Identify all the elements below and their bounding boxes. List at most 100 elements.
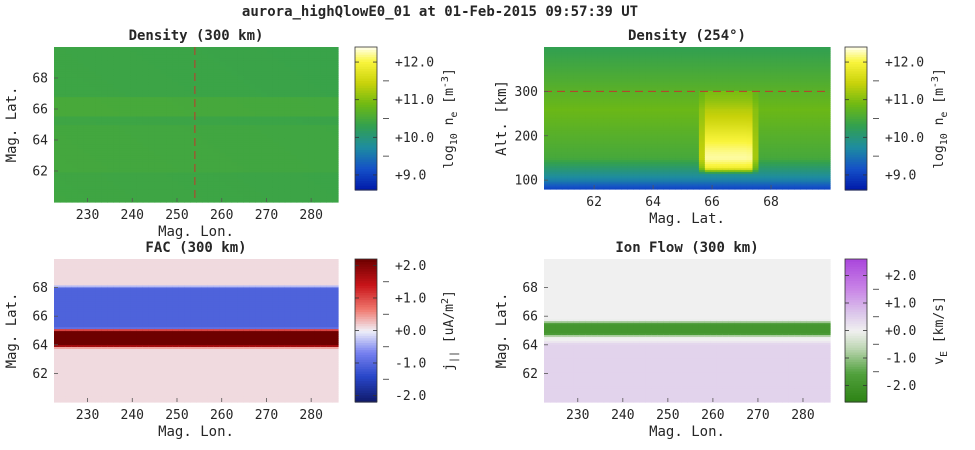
heatmap-cell <box>83 77 91 80</box>
heatmap-cell <box>54 55 61 59</box>
heatmap-cell <box>332 156 339 160</box>
heatmap-cell <box>148 98 156 102</box>
heatmap-cell <box>113 163 120 166</box>
heatmap-cell <box>125 124 132 128</box>
heatmap-cell <box>302 62 310 65</box>
heatmap-cell <box>332 98 339 102</box>
heatmap-cell <box>326 72 333 76</box>
heatmap-cell <box>237 79 244 83</box>
colorbar-segment <box>355 130 377 134</box>
colorbar-segment <box>355 149 377 153</box>
colorbar-label-part: -3 <box>440 76 451 88</box>
heatmap-cell <box>89 128 97 132</box>
heatmap-cell <box>213 62 221 65</box>
heatmap-cell <box>320 148 327 151</box>
heatmap-cell <box>172 150 179 154</box>
heatmap-cell <box>148 169 156 173</box>
heatmap-cell <box>290 158 298 162</box>
heatmap-cell <box>555 187 563 190</box>
colorbar-segment <box>355 173 377 177</box>
heatmap-cell <box>160 143 168 147</box>
heatmap-cell <box>154 72 162 76</box>
heatmap-cell <box>302 152 310 156</box>
heatmap-cell <box>166 148 173 151</box>
heatmap-cell <box>225 79 233 83</box>
heatmap-cell <box>308 49 315 52</box>
heatmap-cell <box>119 135 126 139</box>
heatmap-cell <box>267 107 274 111</box>
heatmap-cell <box>243 139 250 143</box>
heatmap-cell <box>65 135 73 139</box>
heatmap-cell <box>201 133 209 136</box>
heatmap-cell <box>166 169 173 173</box>
heatmap-cell <box>107 163 114 166</box>
heatmap-cell <box>207 186 215 190</box>
heatmap-cell <box>184 47 191 50</box>
heatmap-cell <box>95 191 102 194</box>
heatmap-cell <box>213 161 221 164</box>
heatmap-cell <box>332 83 339 87</box>
heatmap-cell <box>89 193 97 197</box>
heatmap-cell <box>231 115 239 119</box>
heatmap-cell <box>65 85 73 89</box>
heatmap-cell <box>154 171 162 175</box>
heatmap-cell <box>201 81 209 85</box>
heatmap-cell <box>219 135 227 139</box>
heatmap-cell <box>278 161 286 164</box>
heatmap-cell <box>59 189 67 192</box>
heatmap-cell <box>89 146 97 149</box>
heatmap-cell <box>119 77 126 80</box>
heatmap-cell <box>160 87 168 91</box>
heatmap-cell <box>261 135 268 139</box>
heatmap-cell <box>172 199 179 203</box>
heatmap-cell <box>243 165 250 169</box>
heatmap-cell <box>142 90 150 93</box>
heatmap-cell <box>267 152 274 156</box>
heatmap-cell <box>54 143 61 147</box>
heatmap-cell <box>549 86 557 90</box>
colorbar-segment <box>355 63 377 67</box>
heatmap-cell <box>308 51 315 55</box>
heatmap-cell <box>113 146 120 149</box>
heatmap-cell <box>89 148 97 151</box>
heatmap-cell <box>101 57 108 61</box>
heatmap-cell <box>272 57 280 61</box>
heatmap-cell <box>249 105 256 108</box>
heatmap-cell <box>101 165 108 169</box>
heatmap-cell <box>332 115 339 119</box>
heatmap-cell <box>148 171 156 175</box>
heatmap-cell <box>261 118 268 121</box>
heatmap-cell <box>267 109 274 113</box>
heatmap-cell <box>160 57 168 61</box>
heatmap-cell <box>272 193 280 197</box>
heatmap-cell <box>77 77 85 80</box>
heatmap-cell <box>544 70 551 74</box>
heatmap-cell <box>219 150 227 154</box>
heatmap-cell <box>290 143 298 147</box>
heatmap-cell <box>261 158 268 162</box>
heatmap-cell <box>261 189 268 192</box>
heatmap-cell <box>119 83 126 87</box>
heatmap-cell <box>308 96 315 100</box>
heatmap-cell <box>261 130 268 134</box>
heatmap-cell <box>255 64 262 67</box>
heatmap-cell <box>332 100 339 104</box>
heatmap-cell <box>160 53 168 57</box>
heatmap-cell <box>201 59 209 63</box>
heatmap-cell <box>284 124 292 128</box>
heatmap-cell <box>89 154 97 158</box>
heatmap-cell <box>326 128 333 132</box>
heatmap-cell <box>219 79 227 83</box>
heatmap-cell <box>101 62 108 65</box>
heatmap-cell <box>332 66 339 70</box>
heatmap-cell <box>101 163 108 166</box>
heatmap-cell <box>125 90 132 93</box>
heatmap-cell <box>95 47 102 50</box>
heatmap-cell <box>555 183 563 186</box>
heatmap-cell <box>261 167 268 171</box>
heatmap-cell <box>267 96 274 100</box>
heatmap-cell <box>549 139 557 143</box>
heatmap-cell <box>190 105 197 108</box>
heatmap-cell <box>148 47 156 50</box>
heatmap-cell <box>190 72 197 76</box>
